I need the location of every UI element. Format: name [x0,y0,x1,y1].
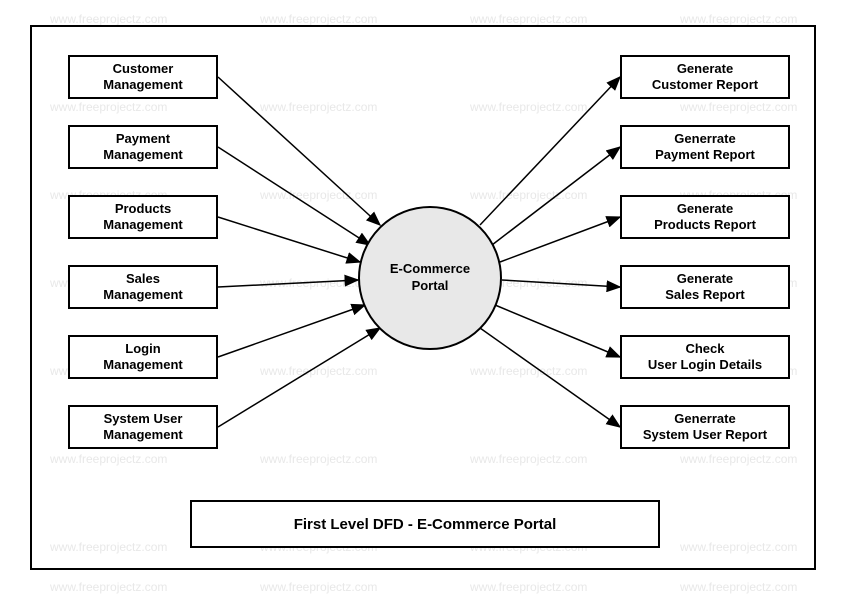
watermark-text: www.freeprojectz.com [50,580,167,594]
left-box-0: CustomerManagement [68,55,218,99]
watermark-text: www.freeprojectz.com [260,580,377,594]
watermark-text: www.freeprojectz.com [680,12,797,26]
diagram-canvas: www.freeprojectz.com www.freeprojectz.com… [0,0,846,593]
left-box-1: PaymentManagement [68,125,218,169]
left-box-2: ProductsManagement [68,195,218,239]
center-label: E-CommercePortal [390,261,470,295]
center-process: E-CommercePortal [358,206,502,350]
right-box-3: GenerateSales Report [620,265,790,309]
left-box-4: LoginManagement [68,335,218,379]
watermark-text: www.freeprojectz.com [50,12,167,26]
left-box-3: SalesManagement [68,265,218,309]
right-box-0: GenerateCustomer Report [620,55,790,99]
watermark-text: www.freeprojectz.com [470,580,587,594]
right-box-2: GenerateProducts Report [620,195,790,239]
diagram-title: First Level DFD - E-Commerce Portal [294,516,557,533]
title-box: First Level DFD - E-Commerce Portal [190,500,660,548]
right-box-1: GenerratePayment Report [620,125,790,169]
watermark-text: www.freeprojectz.com [260,12,377,26]
right-box-5: GenerrateSystem User Report [620,405,790,449]
right-box-4: CheckUser Login Details [620,335,790,379]
left-box-5: System UserManagement [68,405,218,449]
watermark-text: www.freeprojectz.com [470,12,587,26]
watermark-text: www.freeprojectz.com [680,580,797,594]
